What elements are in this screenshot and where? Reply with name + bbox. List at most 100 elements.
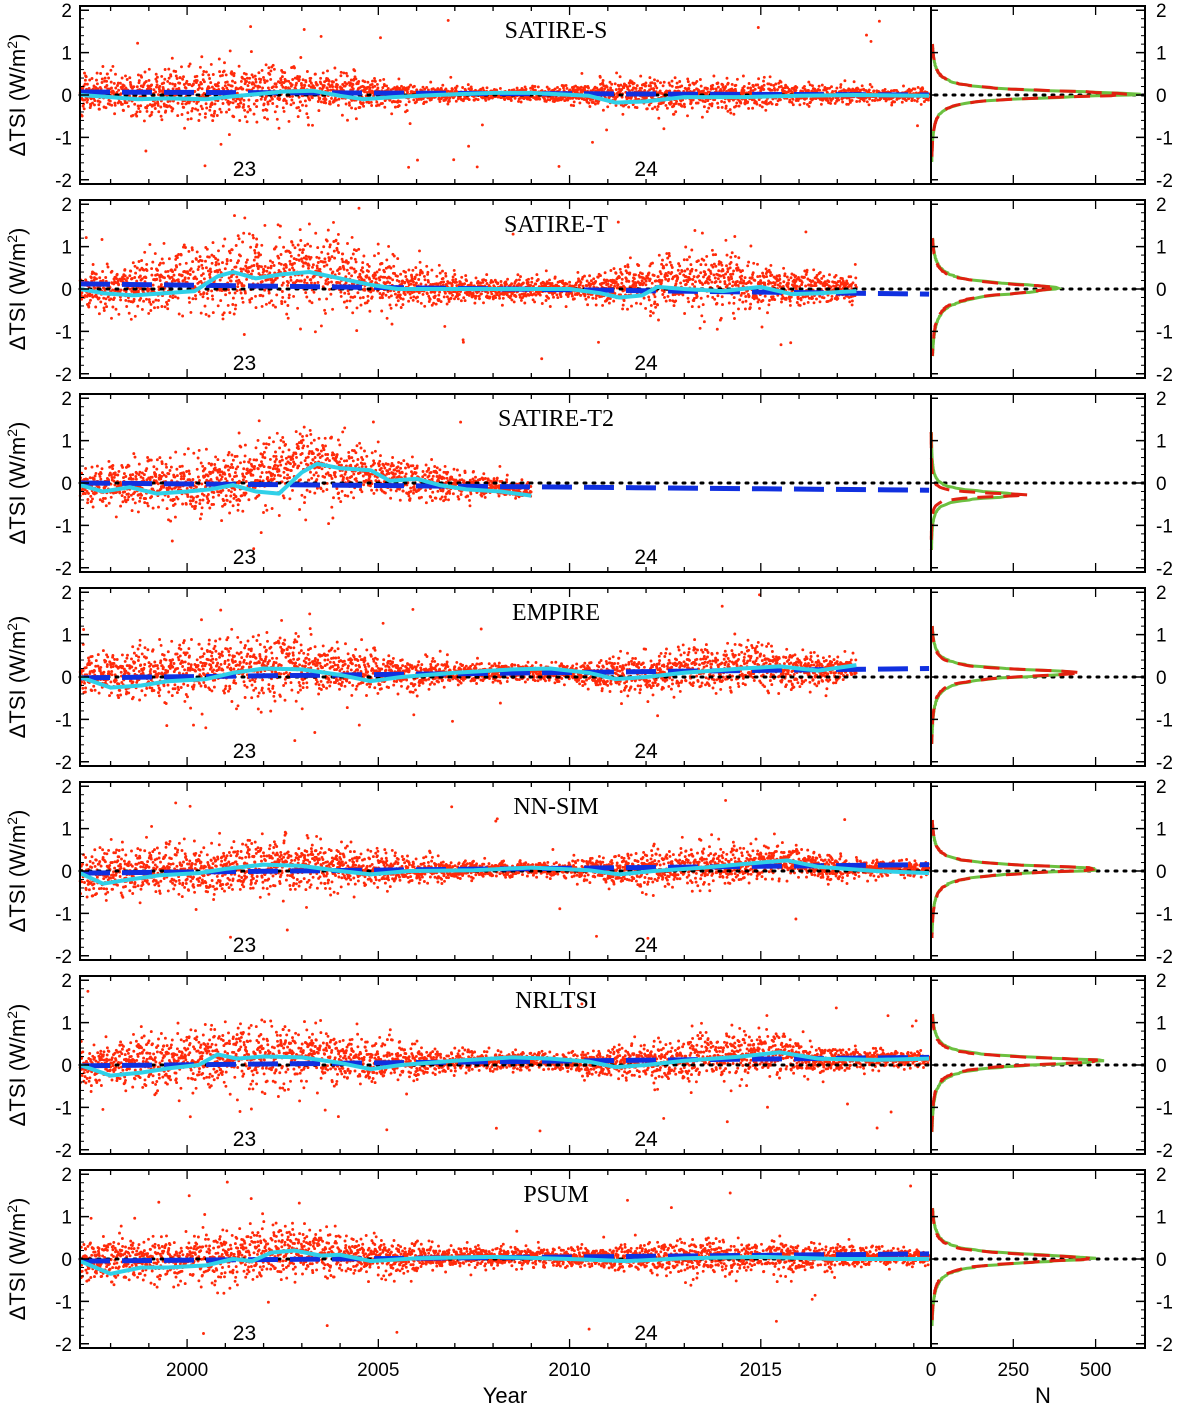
scatter-point (742, 88, 746, 92)
scatter-point (122, 84, 126, 88)
scatter-point (281, 85, 285, 89)
scatter-point (644, 84, 648, 88)
scatter-point (219, 110, 223, 114)
scatter-point (326, 69, 329, 73)
scatter-point (392, 264, 396, 268)
scatter-point (386, 86, 390, 90)
scatter-point (381, 296, 384, 300)
scatter-point (350, 98, 354, 102)
scatter-point (455, 84, 459, 88)
scatter-point (278, 97, 282, 101)
scatter-point (913, 87, 917, 91)
scatter-point (91, 87, 95, 91)
scatter-point (172, 273, 176, 277)
scatter-point (316, 261, 320, 264)
scatter-point (340, 86, 344, 90)
scatter-point (344, 71, 348, 75)
scatter-point (112, 296, 116, 300)
scatter-point (299, 239, 303, 242)
scatter-point (239, 254, 242, 258)
scatter-point (98, 276, 102, 280)
scatter-point (727, 99, 731, 103)
scatter-point (264, 63, 268, 67)
scatter-point (241, 267, 245, 271)
scatter-point (185, 79, 189, 83)
scatter-point (179, 253, 183, 257)
scatter-point (153, 306, 156, 310)
scatter-point (200, 259, 204, 263)
scatter-point (354, 269, 358, 273)
cycle-label: 23 (233, 158, 256, 181)
scatter-point (147, 311, 151, 315)
scatter-point (214, 260, 218, 264)
scatter-point (345, 299, 349, 303)
scatter-point (104, 297, 108, 301)
scatter-point (141, 85, 145, 89)
scatter-point (173, 268, 177, 272)
scatter-point (614, 88, 618, 92)
scatter-point (452, 158, 456, 162)
scatter-point (159, 114, 163, 118)
scatter-point (224, 293, 228, 297)
scatter-point (749, 86, 753, 90)
scatter-point (232, 115, 236, 119)
scatter-point (158, 279, 162, 282)
scatter-point (282, 245, 286, 249)
scatter-point (229, 259, 233, 262)
scatter-point (295, 258, 298, 261)
scatter-point (585, 279, 589, 283)
scatter-point (97, 296, 101, 300)
scatter-point (614, 271, 618, 275)
scatter-point (702, 105, 706, 109)
scatter-point (591, 296, 595, 300)
scatter-point (252, 112, 256, 116)
scatter-point (132, 85, 136, 89)
scatter-point (409, 83, 413, 87)
scatter-point (217, 57, 221, 61)
scatter-point (716, 81, 720, 85)
scatter-point (133, 314, 137, 318)
scatter-point (361, 101, 365, 105)
scatter-point (723, 100, 726, 104)
scatter-point (263, 264, 267, 268)
scatter-point (241, 87, 245, 91)
scatter-point (149, 302, 153, 306)
scatter-point (221, 261, 224, 265)
scatter-point (113, 112, 117, 116)
scatter-point (594, 279, 598, 283)
scatter-point (756, 83, 760, 87)
scatter-point (150, 273, 154, 277)
scatter-point (802, 101, 806, 105)
scatter-point (451, 88, 454, 91)
scatter-point (640, 86, 644, 90)
scatter-point (414, 281, 418, 285)
scatter-point (742, 84, 746, 88)
scatter-point (746, 86, 750, 90)
scatter-point (167, 257, 171, 261)
scatter-point (579, 280, 583, 284)
scatter-point (231, 296, 235, 300)
scatter-point (198, 112, 202, 116)
scatter-point (221, 73, 224, 77)
scatter-point (664, 103, 668, 107)
scatter-point (135, 110, 139, 114)
scatter-point (647, 103, 651, 107)
scatter-point (286, 283, 290, 287)
scatter-point (612, 299, 616, 303)
scatter-point (227, 133, 231, 137)
scatter-point (661, 84, 665, 88)
scatter-point (408, 122, 412, 126)
scatter-point (528, 98, 532, 102)
scatter-point (776, 88, 779, 92)
scatter-point (798, 103, 802, 107)
scatter-point (762, 83, 766, 87)
scatter-point (381, 292, 385, 295)
scatter-point (194, 107, 197, 111)
scatter-point (181, 77, 185, 81)
scatter-point (298, 248, 302, 252)
scatter-point (514, 295, 518, 298)
scatter-point (145, 262, 149, 266)
scatter-point (735, 101, 739, 105)
scatter-point (101, 65, 105, 68)
